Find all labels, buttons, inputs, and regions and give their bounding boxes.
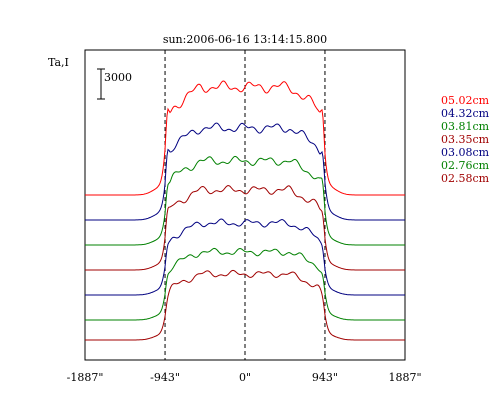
- series-line-02.76cm: [85, 247, 405, 321]
- scale-bar: [97, 68, 105, 100]
- scale-bar-label: 3000: [104, 71, 132, 84]
- legend: 05.02cm04.32cm03.81cm03.35cm03.08cm02.76…: [441, 94, 490, 185]
- x-tick-label-2: 0": [239, 371, 251, 384]
- reference-lines: [164, 50, 326, 360]
- x-tick-label-4: 1887": [388, 371, 421, 384]
- series-line-04.32cm: [85, 122, 405, 221]
- legend-entry-03.81cm: 03.81cm: [441, 120, 490, 133]
- series-line-02.58cm: [85, 269, 405, 341]
- series-line-05.02cm: [85, 80, 405, 196]
- chart-title: sun:2006-06-16 13:14:15.800: [163, 33, 327, 46]
- legend-entry-03.08cm: 03.08cm: [441, 146, 490, 159]
- x-tick-label-1: -943": [150, 371, 180, 384]
- legend-entry-02.76cm: 02.76cm: [441, 159, 490, 172]
- y-axis-label: Ta,I: [48, 56, 69, 69]
- legend-entry-03.35cm: 03.35cm: [441, 133, 490, 146]
- x-tick-label-3: 943": [312, 371, 338, 384]
- x-axis-ticks: -1887" -943" 0" 943" 1887": [67, 371, 422, 384]
- legend-entry-05.02cm: 05.02cm: [441, 94, 490, 107]
- series-line-03.35cm: [85, 184, 405, 271]
- x-tick-label-0: -1887": [67, 371, 104, 384]
- series-line-03.81cm: [85, 155, 405, 246]
- series-line-03.08cm: [85, 218, 405, 296]
- series-lines: [85, 80, 405, 341]
- legend-entry-02.58cm: 02.58cm: [441, 172, 490, 185]
- legend-entry-04.32cm: 04.32cm: [441, 107, 490, 120]
